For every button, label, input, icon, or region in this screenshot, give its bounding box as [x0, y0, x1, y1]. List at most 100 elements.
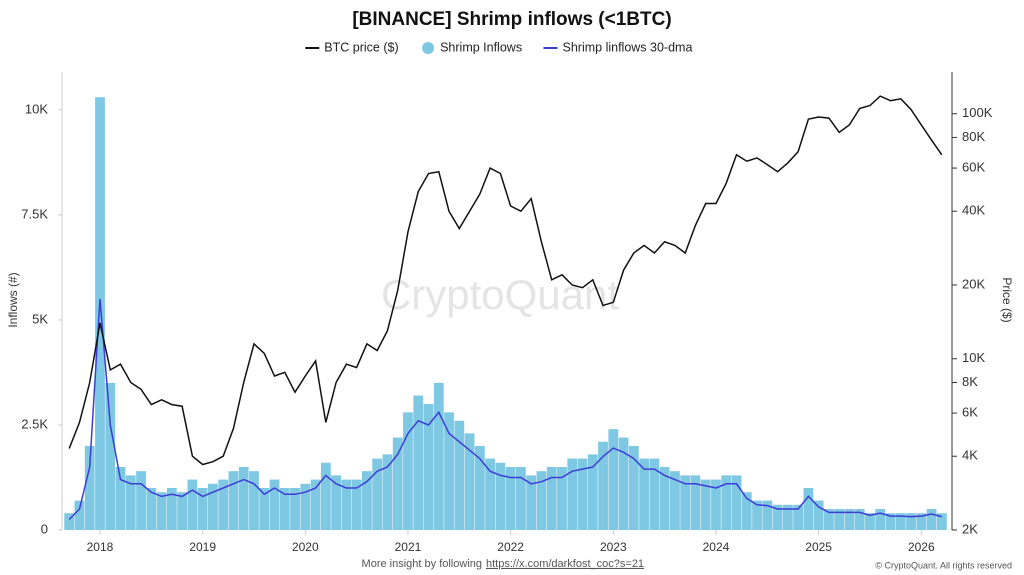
y2-axis-label: Price ($) — [1000, 277, 1014, 322]
x-tick-label: 2021 — [395, 540, 422, 554]
bar — [166, 487, 177, 530]
y2-tick-label: 60K — [962, 160, 985, 175]
line — [68, 95, 943, 466]
line — [68, 298, 942, 521]
bar — [639, 458, 650, 530]
bar — [598, 441, 608, 530]
bar — [331, 475, 342, 530]
bar — [208, 483, 218, 530]
footer: More insight by following — [362, 558, 482, 570]
bar — [680, 475, 691, 530]
y2-tick-label: 40K — [962, 203, 985, 218]
bar — [403, 412, 413, 530]
legend-label: Shrimp Inflows — [440, 40, 522, 54]
y2-tick-label: 10K — [962, 350, 985, 365]
watermark: CryptoQuant — [381, 271, 619, 318]
bar — [782, 504, 793, 530]
y-tick-label: 7.5K — [21, 206, 48, 221]
bar — [382, 454, 393, 530]
x-tick-label: 2026 — [908, 540, 935, 554]
bar — [300, 483, 311, 530]
bar — [485, 458, 496, 530]
bar — [310, 479, 321, 530]
bar — [546, 466, 557, 530]
bar — [824, 508, 834, 530]
bar — [351, 479, 362, 530]
bar — [290, 487, 300, 530]
y-axis-label: Inflows (#) — [6, 272, 20, 327]
x-tick-label: 2023 — [600, 540, 627, 554]
x-tick-label: 2022 — [497, 540, 524, 554]
bar — [125, 475, 136, 530]
bar — [392, 437, 403, 530]
bar — [320, 462, 331, 530]
bar — [495, 462, 506, 530]
bar — [649, 458, 660, 530]
bar — [721, 475, 732, 530]
legend-label: Shrimp linflows 30-dma — [563, 40, 693, 54]
bar — [516, 466, 526, 530]
y2-tick-label: 20K — [962, 276, 985, 291]
bar — [526, 475, 537, 530]
bar — [197, 487, 208, 530]
y-tick-label: 0 — [41, 521, 48, 536]
x-tick-label: 2020 — [292, 540, 319, 554]
bar — [711, 479, 721, 530]
bar — [95, 97, 105, 531]
bar — [187, 479, 198, 530]
bar — [249, 471, 259, 530]
bar — [618, 437, 629, 530]
bar — [413, 395, 424, 530]
y-tick-label: 2.5K — [21, 416, 48, 431]
bar — [84, 445, 95, 530]
bar — [105, 382, 116, 530]
bar — [362, 471, 372, 530]
bar — [433, 382, 444, 530]
bar — [177, 492, 188, 530]
bar — [269, 479, 280, 530]
bar — [854, 508, 865, 530]
bar — [146, 487, 157, 530]
x-tick-label: 2025 — [805, 540, 832, 554]
bar — [772, 504, 783, 530]
bar — [628, 445, 639, 530]
bar — [885, 513, 896, 530]
bar — [741, 492, 752, 530]
bar — [670, 471, 680, 530]
bar — [875, 508, 886, 530]
bar — [834, 508, 845, 530]
legend: BTC price ($) Shrimp Inflows Shrimp linflo… — [305, 40, 692, 54]
copyright: © CryptoQuant. All rights reserved — [875, 560, 1012, 570]
bar — [793, 504, 804, 530]
bar — [926, 508, 937, 530]
y-tick-label: 5K — [32, 311, 48, 326]
bar — [115, 466, 126, 530]
bar — [238, 466, 249, 530]
bar — [259, 487, 270, 530]
y2-tick-label: 2K — [962, 521, 978, 536]
bar — [64, 513, 75, 530]
bar — [587, 454, 598, 530]
bar — [567, 458, 578, 530]
bar — [423, 403, 434, 530]
bar — [557, 466, 567, 530]
bar — [536, 471, 547, 530]
bar — [916, 513, 927, 530]
bar — [136, 471, 146, 530]
bar — [279, 487, 290, 530]
bar — [936, 513, 947, 530]
bar — [762, 500, 773, 530]
legend-label: BTC price ($) — [324, 40, 398, 54]
bar — [659, 466, 670, 530]
bar — [372, 458, 383, 530]
bar — [608, 429, 619, 530]
bar — [341, 479, 352, 530]
x-tick-label: 2024 — [703, 540, 730, 554]
bar — [156, 492, 167, 530]
bar — [228, 471, 239, 530]
bar — [218, 479, 229, 530]
chart-title: [BINANCE] Shrimp inflows (<1BTC) — [352, 9, 671, 30]
footer-link[interactable]: https://x.com/darkfost_coc?s=21 — [486, 558, 644, 570]
bar — [464, 433, 475, 530]
